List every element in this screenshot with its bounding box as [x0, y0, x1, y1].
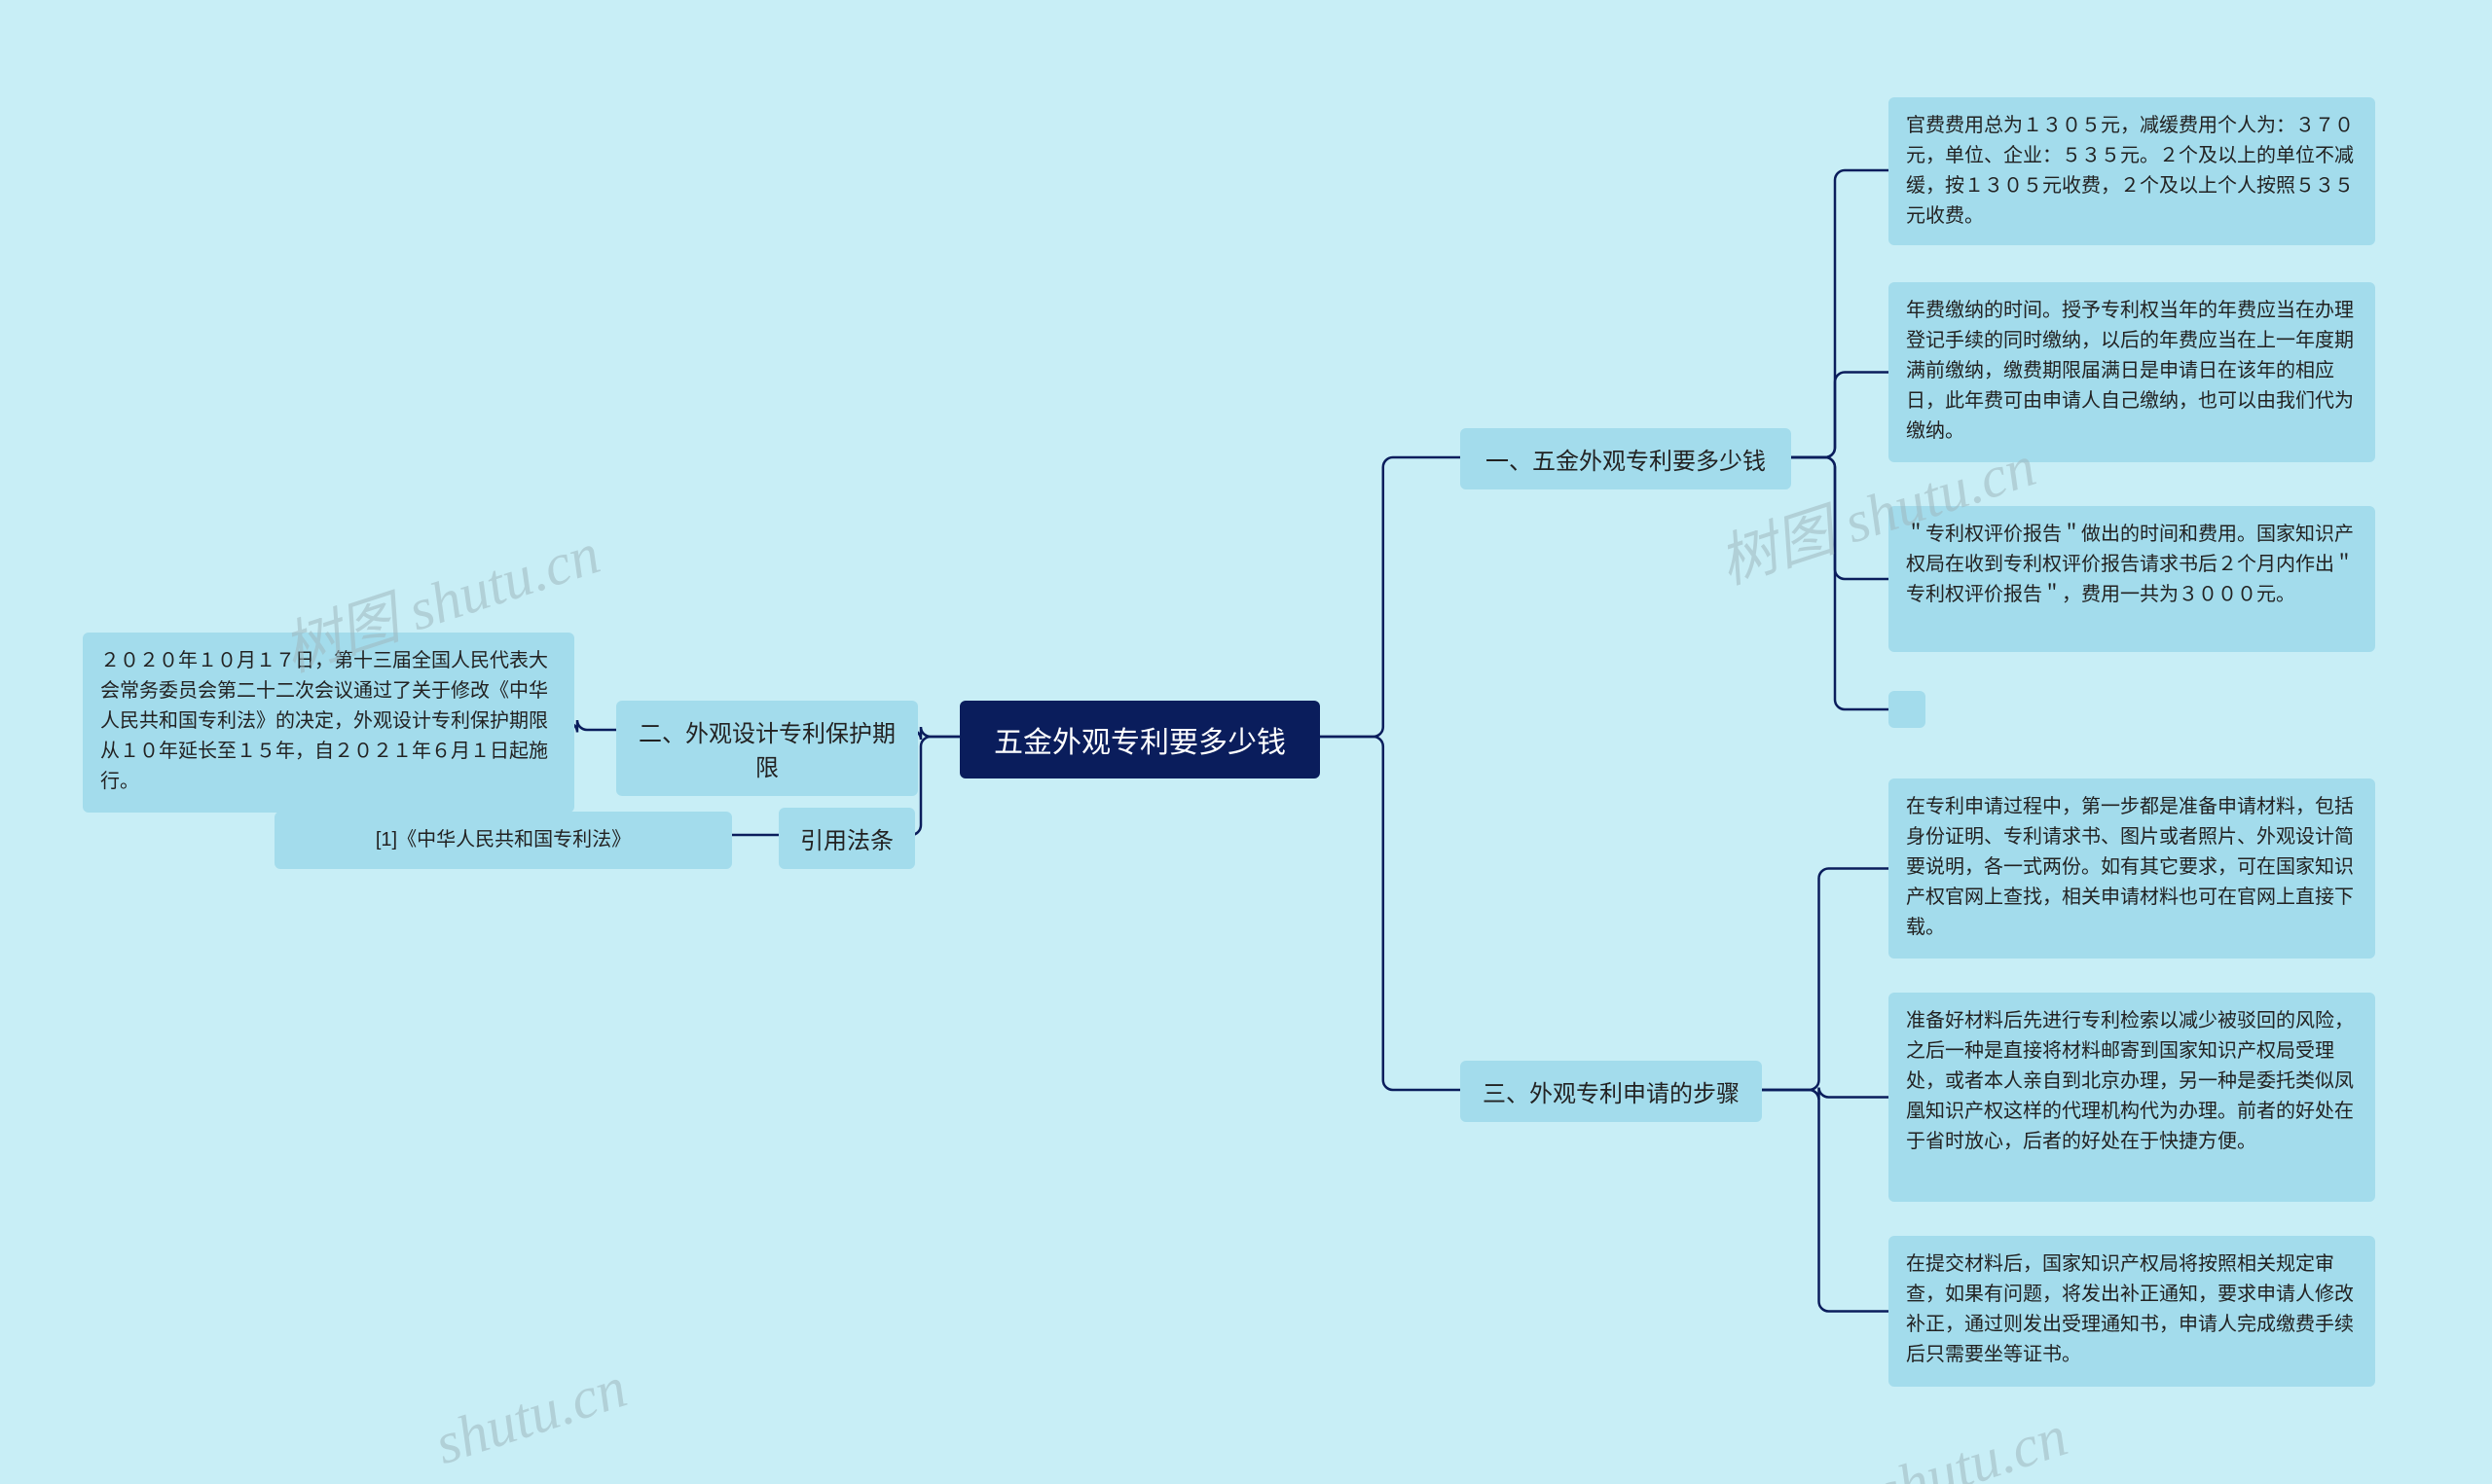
connector-line	[1791, 373, 1888, 458]
leaf-protection-1[interactable]: ２０２０年１０月１７日，第十三届全国人民代表大会常务委员会第二十二次会议通过了关…	[83, 633, 574, 813]
branch-cited-law[interactable]: 引用法条	[779, 808, 915, 869]
connector-line	[1791, 170, 1888, 457]
mindmap-root[interactable]: 五金外观专利要多少钱	[960, 701, 1320, 778]
connector-line	[911, 737, 960, 835]
connector-line	[911, 727, 960, 740]
connector-line	[1762, 1090, 1888, 1312]
connector-line	[1791, 457, 1888, 709]
watermark: shutu.cn	[1868, 1402, 2075, 1484]
leaf-cost-1[interactable]: 官费费用总为１３０５元，减缓费用个人为：３７０元，单位、企业：５３５元。２个及以…	[1888, 97, 2375, 245]
connector-line	[1791, 457, 1888, 579]
leaf-steps-1[interactable]: 在专利申请过程中，第一步都是准备申请材料，包括身份证明、专利请求书、图片或者照片…	[1888, 778, 2375, 959]
connector-line	[1320, 737, 1460, 1090]
leaf-cost-2[interactable]: 年费缴纳的时间。授予专利权当年的年费应当在办理登记手续的同时缴纳，以后的年费应当…	[1888, 282, 2375, 462]
leaf-cost-empty[interactable]	[1888, 691, 1925, 728]
leaf-steps-3[interactable]: 在提交材料后，国家知识产权局将按照相关规定审查，如果有问题，将发出补正通知，要求…	[1888, 1236, 2375, 1387]
branch-protection-period[interactable]: 二、外观设计专利保护期限	[616, 701, 918, 796]
leaf-steps-2[interactable]: 准备好材料后先进行专利检索以减少被驳回的风险，之后一种是直接将材料邮寄到国家知识…	[1888, 993, 2375, 1202]
branch-application-steps[interactable]: 三、外观专利申请的步骤	[1460, 1061, 1762, 1122]
watermark: shutu.cn	[427, 1354, 635, 1478]
connector-line	[568, 720, 616, 733]
connector-line	[1762, 869, 1888, 1091]
branch-cost[interactable]: 一、五金外观专利要多少钱	[1460, 428, 1791, 489]
connector-line	[1762, 1088, 1888, 1101]
leaf-cost-3[interactable]: ＂专利权评价报告＂做出的时间和费用。国家知识产权局在收到专利权评价报告请求书后２…	[1888, 506, 2375, 652]
connector-line	[1320, 457, 1460, 737]
leaf-law-1[interactable]: [1]《中华人民共和国专利法》	[275, 812, 732, 869]
